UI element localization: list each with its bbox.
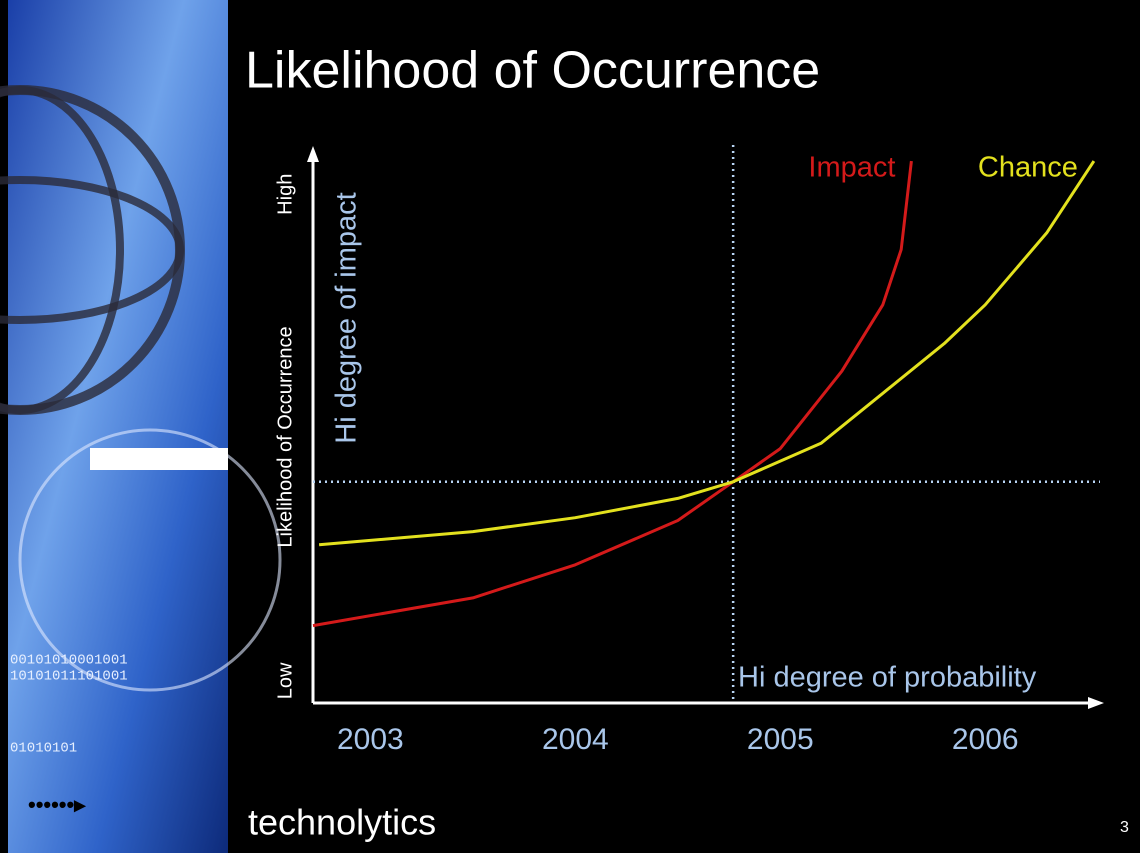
x-tick-label: 2003 (337, 723, 404, 756)
series-label: Chance (978, 152, 1078, 184)
x-tick-label: 2006 (952, 723, 1019, 756)
annotation: Hi degree of impact (331, 192, 363, 443)
svg-text:01010101: 01010101 (10, 741, 77, 757)
y-axis-label: Likelihood of Occurrence (274, 326, 296, 547)
slide: 00101010001001 10101011101001 01010101 •… (0, 0, 1140, 853)
slide-title: Likelihood of Occurrence (245, 42, 820, 100)
svg-text:00101010001001: 00101010001001 (10, 653, 128, 669)
x-tick-label: 2004 (542, 723, 609, 756)
y-tick-label: Low (274, 662, 296, 699)
page-number: 3 (1120, 819, 1129, 836)
y-tick-label: High (274, 174, 296, 215)
brand: technolytics (248, 802, 436, 843)
svg-text:10101011101001: 10101011101001 (10, 669, 128, 685)
svg-text:••••••▸: ••••••▸ (28, 792, 86, 817)
page: 00101010001001 10101011101001 01010101 •… (0, 0, 1140, 853)
x-tick-label: 2005 (747, 723, 814, 756)
series-label: Impact (808, 152, 895, 184)
annotation: Hi degree of probability (738, 662, 1037, 694)
